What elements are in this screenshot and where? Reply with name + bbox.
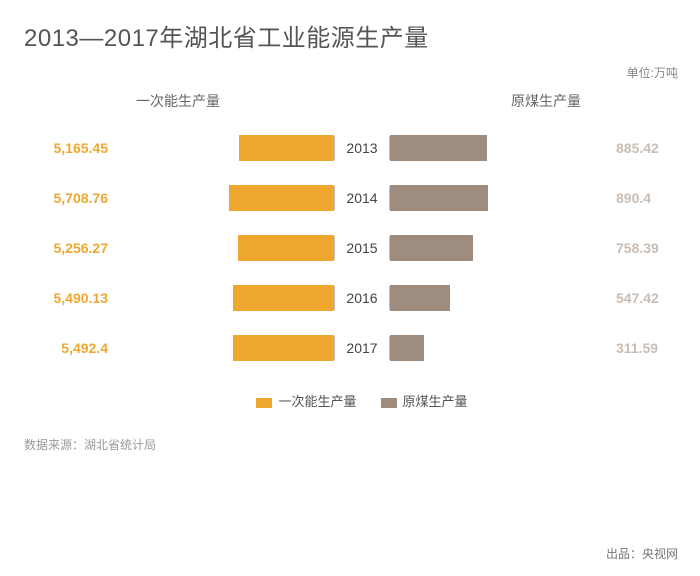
legend: 一次能生产量 原煤生产量 <box>24 391 700 410</box>
legend-swatch-left <box>256 398 272 408</box>
left-value-label: 5,256.27 <box>24 240 114 256</box>
left-value-label: 5,492.4 <box>24 340 114 356</box>
chart-row: 5,708.76 2014 890.4 <box>24 173 700 223</box>
right-track <box>390 185 610 211</box>
left-bar <box>229 185 334 211</box>
left-bar <box>238 235 334 261</box>
left-bar <box>233 335 334 361</box>
chart-row: 5,256.27 2015 758.39 <box>24 223 700 273</box>
right-bar <box>390 285 450 311</box>
left-track <box>114 135 334 161</box>
left-bar <box>233 285 334 311</box>
left-value-label: 5,708.76 <box>24 190 114 206</box>
chart-row: 5,492.4 2017 311.59 <box>24 323 700 373</box>
year-label: 2014 <box>334 190 390 206</box>
right-bar <box>390 185 488 211</box>
chart-row: 5,490.13 2016 547.42 <box>24 273 700 323</box>
left-value-label: 5,165.45 <box>24 140 114 156</box>
chart-page: 2013—2017年湖北省工业能源生产量 单位:万吨 一次能生产量 原煤生产量 … <box>0 0 700 576</box>
right-bar <box>390 135 487 161</box>
page-title: 2013—2017年湖北省工业能源生产量 <box>24 18 700 53</box>
year-label: 2016 <box>334 290 390 306</box>
right-bar <box>390 335 424 361</box>
year-label: 2013 <box>334 140 390 156</box>
left-track <box>114 285 334 311</box>
right-value-label: 885.42 <box>610 140 700 156</box>
left-track <box>114 235 334 261</box>
header-left: 一次能生产量 <box>24 91 362 111</box>
right-track <box>390 235 610 261</box>
series-headers: 一次能生产量 原煤生产量 <box>24 91 700 111</box>
legend-swatch-right <box>381 398 397 408</box>
header-right: 原煤生产量 <box>362 91 700 111</box>
left-value-label: 5,490.13 <box>24 290 114 306</box>
left-track <box>114 185 334 211</box>
legend-item-left: 一次能生产量 <box>256 391 356 410</box>
diverging-bar-chart: 5,165.45 2013 885.42 5,708.76 2014 890.4 5,256… <box>24 123 700 373</box>
right-value-label: 890.4 <box>610 190 700 206</box>
year-label: 2015 <box>334 240 390 256</box>
year-label: 2017 <box>334 340 390 356</box>
chart-row: 5,165.45 2013 885.42 <box>24 123 700 173</box>
left-track <box>114 335 334 361</box>
right-value-label: 547.42 <box>610 290 700 306</box>
right-track <box>390 335 610 361</box>
right-track <box>390 285 610 311</box>
legend-label-left: 一次能生产量 <box>278 394 356 409</box>
right-bar <box>390 235 473 261</box>
data-source: 数据来源：湖北省统计局 <box>24 436 700 453</box>
left-bar <box>239 135 334 161</box>
legend-item-right: 原煤生产量 <box>381 391 468 410</box>
right-value-label: 758.39 <box>610 240 700 256</box>
legend-label-right: 原煤生产量 <box>403 394 468 409</box>
publisher: 出品：央视网 <box>606 545 678 562</box>
right-track <box>390 135 610 161</box>
right-value-label: 311.59 <box>610 340 700 356</box>
unit-label: 单位:万吨 <box>627 64 678 81</box>
